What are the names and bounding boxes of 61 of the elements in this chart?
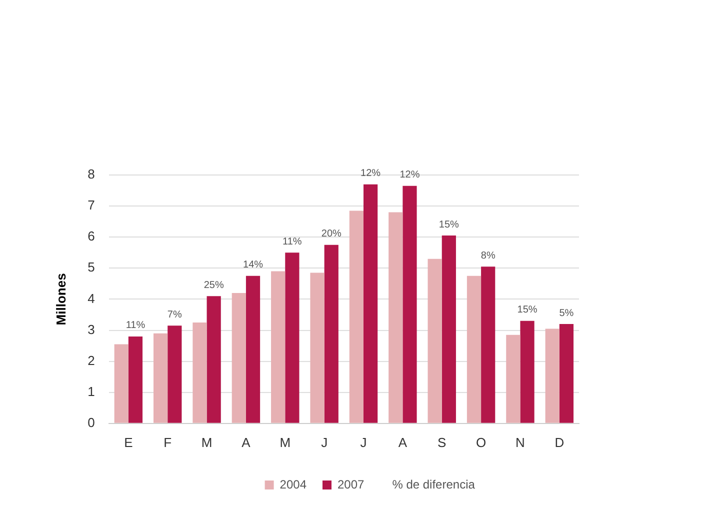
annotation: 12% [400, 170, 420, 181]
bar [285, 252, 300, 423]
x-tick-label: D [554, 434, 564, 450]
bar [168, 326, 182, 423]
y-tick-label: 7 [88, 198, 95, 213]
x-tick-label: J [360, 434, 367, 450]
bar [364, 184, 378, 423]
legend-label: 2004 [280, 477, 307, 492]
bar [324, 244, 338, 423]
text: % de diferencia [392, 477, 476, 492]
bar [192, 322, 207, 423]
annotation: 8% [480, 250, 496, 262]
bar [428, 258, 442, 423]
y-tick-label: 2 [88, 352, 95, 368]
x-tick-label: N [516, 434, 525, 450]
bar [153, 333, 168, 423]
bar [466, 276, 482, 423]
bar [271, 271, 286, 423]
annotation: 14% [243, 260, 264, 271]
bar [246, 276, 260, 423]
bar [481, 266, 496, 423]
bar [114, 344, 128, 423]
x-tick-label: M [280, 434, 291, 450]
x-tick-label: A [398, 434, 408, 450]
annotation: 20% [321, 228, 342, 240]
y-tick-label: 6 [88, 228, 95, 244]
y-tick-label: 3 [88, 322, 95, 337]
bar [402, 186, 417, 423]
x-tick-label: O [476, 434, 486, 450]
annotation: 25% [204, 280, 224, 291]
x-tick-label: A [242, 434, 251, 450]
bar [388, 212, 403, 423]
legend-label: 2007 [338, 477, 365, 492]
bar [206, 296, 221, 423]
annotation: 12% [360, 168, 381, 180]
annotation: 11% [282, 236, 302, 248]
y-tick-label: 1 [88, 384, 95, 399]
bar [520, 320, 534, 423]
annotation: 15% [438, 219, 460, 230]
bar [349, 210, 364, 423]
bar [232, 292, 246, 423]
x-tick-label: J [321, 434, 328, 450]
x-tick-label: M [201, 434, 212, 450]
bar [559, 324, 574, 423]
x-tick-label: F [164, 434, 172, 450]
bar [506, 334, 520, 423]
y-tick-label: 5 [88, 260, 95, 275]
annotation: 15% [517, 304, 538, 316]
y-tick-label: 0 [88, 414, 95, 430]
bar [128, 336, 143, 423]
bar [310, 272, 324, 423]
annotation: 11% [126, 320, 146, 332]
x-tick-label: S [438, 434, 447, 450]
y-tick-label: 8 [88, 166, 95, 182]
y-axis-title: Millones [53, 273, 68, 326]
x-tick-label: E [124, 434, 134, 450]
annotation: 5% [559, 308, 574, 319]
bar [442, 236, 456, 423]
bar [545, 328, 560, 423]
y-tick-label: 4 [88, 290, 95, 306]
annotation: 7% [167, 309, 182, 320]
